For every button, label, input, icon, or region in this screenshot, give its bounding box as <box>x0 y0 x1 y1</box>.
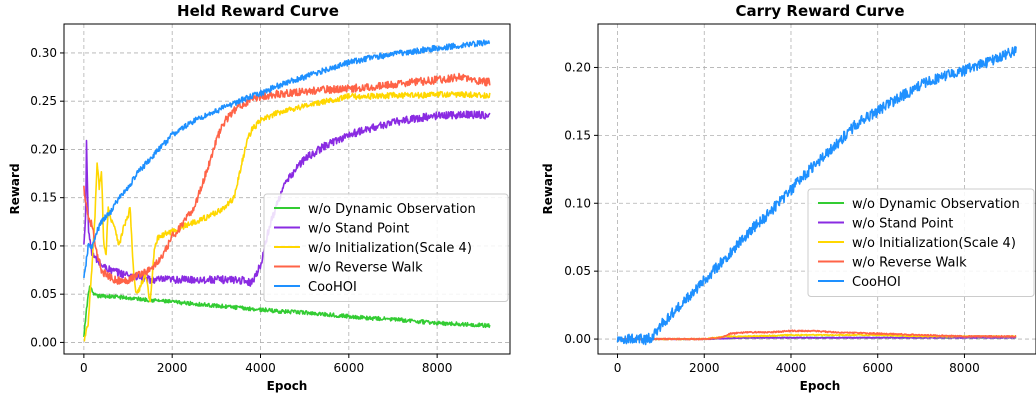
legend-label: w/o Reverse Walk <box>852 256 967 271</box>
legend-label: w/o Dynamic Observation <box>308 202 476 217</box>
held-reward-chart: Held Reward Curve 0 2000 4000 6000 8000 0.00… <box>8 2 511 393</box>
x-tick-label: 2000 <box>157 361 188 375</box>
y-tick-label: 0.20 <box>30 142 57 156</box>
y-axis: 0.00 0.05 0.10 0.15 0.20 <box>564 60 598 346</box>
chart-title: Held Reward Curve <box>177 2 339 20</box>
x-tick-label: 2000 <box>689 361 720 375</box>
legend-box <box>263 193 509 302</box>
series-line <box>83 72 491 285</box>
plot-frame <box>63 23 511 355</box>
y-tick-label: 0.00 <box>30 335 57 349</box>
legend-label: CooHOI <box>852 275 901 290</box>
x-tick-label: 8000 <box>949 361 980 375</box>
x-tick-label: 4000 <box>776 361 807 375</box>
legend-label: w/o Initialization(Scale 4) <box>308 241 472 256</box>
y-tick-label: 0.10 <box>564 196 591 210</box>
legend-box <box>807 188 1035 297</box>
x-tick-label: 6000 <box>334 361 365 375</box>
x-axis-label: Epoch <box>800 379 841 393</box>
y-tick-label: 0.20 <box>564 60 591 74</box>
legend-label: w/o Initialization(Scale 4) <box>852 236 1016 251</box>
legend-label: w/o Stand Point <box>852 217 953 232</box>
x-tick-label: 4000 <box>245 361 276 375</box>
series-group <box>83 39 491 342</box>
x-tick-label: 0 <box>80 361 88 375</box>
x-axis-label: Epoch <box>267 379 308 393</box>
plot-frame <box>597 23 1036 355</box>
series-group <box>616 45 1017 346</box>
series-line <box>83 285 491 338</box>
series-line <box>616 329 1017 341</box>
legend: w/o Dynamic Observation w/o Stand Point w/… <box>807 188 1035 297</box>
series-line <box>83 90 491 342</box>
y-tick-label: 0.30 <box>30 46 57 60</box>
y-axis-label: Reward <box>8 163 22 214</box>
y-tick-label: 0.00 <box>564 332 591 346</box>
y-axis-label: Reward <box>541 163 555 214</box>
y-tick-label: 0.25 <box>30 94 57 108</box>
y-axis: 0.00 0.05 0.10 0.15 0.20 0.25 0.30 <box>30 46 64 349</box>
x-tick-label: 8000 <box>422 361 453 375</box>
grid <box>64 24 510 354</box>
x-tick-label: 6000 <box>862 361 893 375</box>
legend-label: w/o Reverse Walk <box>308 261 423 276</box>
y-tick-label: 0.05 <box>564 264 591 278</box>
chart-title: Carry Reward Curve <box>735 2 904 20</box>
legend-label: w/o Stand Point <box>308 222 409 237</box>
x-axis: 0 2000 4000 6000 8000 <box>614 354 980 375</box>
x-axis: 0 2000 4000 6000 8000 <box>80 354 452 375</box>
legend-label: CooHOI <box>308 280 357 295</box>
carry-reward-chart: Carry Reward Curve 0 2000 4000 6000 8000 0.0… <box>541 2 1036 393</box>
y-tick-label: 0.05 <box>30 287 57 301</box>
y-tick-label: 0.15 <box>564 128 591 142</box>
series-line <box>83 39 491 278</box>
legend-label: w/o Dynamic Observation <box>852 197 1020 212</box>
y-tick-label: 0.10 <box>30 239 57 253</box>
legend: w/o Dynamic Observation w/o Stand Point w/… <box>263 193 509 302</box>
x-tick-label: 0 <box>614 361 622 375</box>
y-tick-label: 0.15 <box>30 191 57 205</box>
series-line <box>616 45 1017 346</box>
